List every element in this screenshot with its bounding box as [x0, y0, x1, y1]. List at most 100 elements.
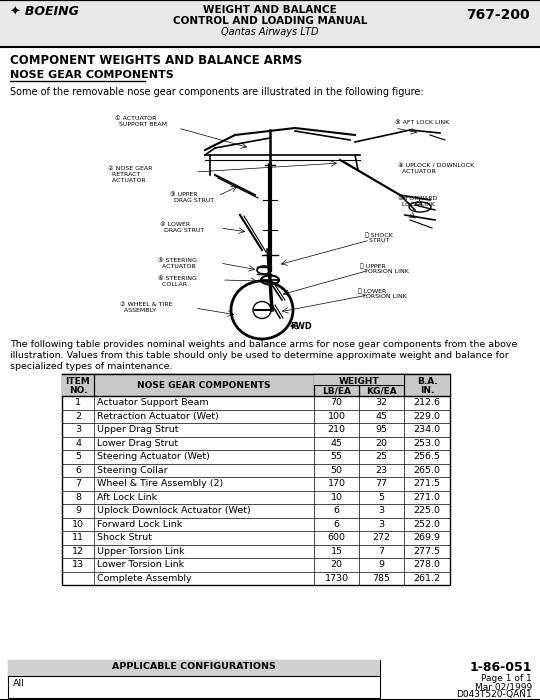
- Text: 9: 9: [379, 560, 384, 569]
- Text: ④ LOWER
  DRAG STRUT: ④ LOWER DRAG STRUT: [160, 222, 204, 233]
- Text: ⑥ STEERING
  COLLAR: ⑥ STEERING COLLAR: [158, 276, 197, 287]
- Bar: [0, 0, 540, 47]
- Text: 1-86-051: 1-86-051: [469, 661, 532, 674]
- Text: Wheel & Tire Assembly (2): Wheel & Tire Assembly (2): [97, 480, 223, 489]
- Bar: [62, 517, 450, 531]
- Bar: [62, 491, 450, 504]
- Text: 6: 6: [75, 466, 81, 475]
- Text: Retraction Actuator (Wet): Retraction Actuator (Wet): [97, 412, 219, 421]
- Text: ⑨ UPLOCK / DOWNLOCK
  ACTUATOR: ⑨ UPLOCK / DOWNLOCK ACTUATOR: [398, 163, 474, 174]
- Text: ⑫ UPPER
  TORSION LINK: ⑫ UPPER TORSION LINK: [360, 263, 409, 274]
- Text: 210: 210: [327, 425, 346, 434]
- Text: 23: 23: [375, 466, 388, 475]
- Text: 269.9: 269.9: [414, 533, 441, 542]
- Text: Shock Strut: Shock Strut: [97, 533, 152, 542]
- Bar: [62, 450, 450, 463]
- Text: LB/EA: LB/EA: [322, 387, 351, 396]
- Text: 11: 11: [72, 533, 84, 542]
- Text: 1: 1: [75, 398, 81, 407]
- Text: 25: 25: [375, 452, 388, 461]
- Text: Qantas Airways LTD: Qantas Airways LTD: [221, 27, 319, 37]
- Text: 50: 50: [330, 466, 342, 475]
- Text: COMPONENT WEIGHTS AND BALANCE ARMS: COMPONENT WEIGHTS AND BALANCE ARMS: [10, 54, 302, 67]
- Text: Lower Drag Strut: Lower Drag Strut: [97, 439, 178, 448]
- Text: 6: 6: [334, 506, 340, 515]
- Text: 7: 7: [75, 480, 81, 489]
- Text: 2: 2: [75, 412, 81, 421]
- Text: 265.0: 265.0: [414, 466, 441, 475]
- Text: 55: 55: [330, 452, 342, 461]
- Text: 70: 70: [330, 398, 342, 407]
- Text: 12: 12: [72, 547, 84, 556]
- Text: 8: 8: [75, 493, 81, 502]
- Text: 13: 13: [72, 560, 84, 569]
- Bar: [62, 477, 450, 491]
- Text: 95: 95: [375, 425, 388, 434]
- Text: Page 1 of 1: Page 1 of 1: [481, 674, 532, 683]
- Text: All: All: [13, 679, 25, 688]
- Text: NOSE GEAR COMPONENTS: NOSE GEAR COMPONENTS: [137, 381, 271, 389]
- Bar: [62, 374, 450, 396]
- Text: ⑦ WHEEL & TIRE
  ASSEMBLY: ⑦ WHEEL & TIRE ASSEMBLY: [120, 302, 172, 313]
- Text: NO.: NO.: [69, 386, 87, 395]
- Text: 785: 785: [373, 574, 390, 582]
- Text: 3: 3: [75, 425, 81, 434]
- Bar: [62, 504, 450, 517]
- Text: ⑪ SHOCK
  STRUT: ⑪ SHOCK STRUT: [365, 232, 393, 244]
- Text: WEIGHT: WEIGHT: [339, 377, 379, 386]
- Text: 170: 170: [327, 480, 346, 489]
- Text: Steering Actuator (Wet): Steering Actuator (Wet): [97, 452, 210, 461]
- Bar: [62, 410, 450, 423]
- Text: 271.0: 271.0: [414, 493, 441, 502]
- Text: 7: 7: [379, 547, 384, 556]
- Text: 100: 100: [327, 412, 346, 421]
- Text: 272: 272: [373, 533, 390, 542]
- Text: 20: 20: [375, 439, 388, 448]
- Text: ⑩ FORWARD
  LOCK LINK: ⑩ FORWARD LOCK LINK: [398, 196, 437, 206]
- Text: KG/EA: KG/EA: [366, 387, 397, 396]
- Text: 6: 6: [334, 519, 340, 528]
- Text: 212.6: 212.6: [414, 398, 441, 407]
- Text: ① ACTUATOR
  SUPPORT BEAM: ① ACTUATOR SUPPORT BEAM: [115, 116, 167, 127]
- Text: 600: 600: [327, 533, 346, 542]
- Text: 10: 10: [72, 519, 84, 528]
- Text: Upper Drag Strut: Upper Drag Strut: [97, 425, 179, 434]
- Bar: [8, 660, 380, 698]
- Text: D043T520-QAN1: D043T520-QAN1: [456, 690, 532, 699]
- Text: 256.5: 256.5: [414, 452, 441, 461]
- Text: 229.0: 229.0: [414, 412, 441, 421]
- Text: 3: 3: [379, 506, 384, 515]
- Text: Aft Lock Link: Aft Lock Link: [97, 493, 157, 502]
- Bar: [8, 660, 380, 676]
- Text: ③ UPPER
  DRAG STRUT: ③ UPPER DRAG STRUT: [170, 192, 214, 203]
- Text: Upper Torsion Link: Upper Torsion Link: [97, 547, 185, 556]
- Text: 4: 4: [75, 439, 81, 448]
- Text: WEIGHT AND BALANCE: WEIGHT AND BALANCE: [203, 5, 337, 15]
- Text: 20: 20: [330, 560, 342, 569]
- Bar: [62, 423, 450, 437]
- Bar: [62, 571, 450, 585]
- Bar: [314, 374, 403, 385]
- Text: Forward Lock Link: Forward Lock Link: [97, 519, 183, 528]
- Text: 5: 5: [379, 493, 384, 502]
- Text: ITEM: ITEM: [66, 377, 90, 386]
- Bar: [62, 374, 450, 585]
- Text: Uplock Downlock Actuator (Wet): Uplock Downlock Actuator (Wet): [97, 506, 251, 515]
- Text: ⑬ LOWER
  TORSION LINK: ⑬ LOWER TORSION LINK: [358, 288, 407, 300]
- Bar: [62, 531, 450, 545]
- Text: 277.5: 277.5: [414, 547, 441, 556]
- Text: APPLICABLE CONFIGURATIONS: APPLICABLE CONFIGURATIONS: [112, 662, 276, 671]
- Text: B.A.: B.A.: [417, 377, 437, 386]
- Text: 45: 45: [330, 439, 342, 448]
- Text: 45: 45: [375, 412, 388, 421]
- Text: 5: 5: [75, 452, 81, 461]
- Text: ② NOSE GEAR
  RETRACT
  ACTUATOR: ② NOSE GEAR RETRACT ACTUATOR: [108, 166, 152, 183]
- Bar: [62, 437, 450, 450]
- Text: Steering Collar: Steering Collar: [97, 466, 167, 475]
- Text: 32: 32: [375, 398, 388, 407]
- Text: 3: 3: [379, 519, 384, 528]
- Text: CONTROL AND LOADING MANUAL: CONTROL AND LOADING MANUAL: [173, 16, 367, 26]
- Text: 767-200: 767-200: [467, 8, 530, 22]
- Text: 261.2: 261.2: [414, 574, 441, 582]
- Text: 15: 15: [330, 547, 342, 556]
